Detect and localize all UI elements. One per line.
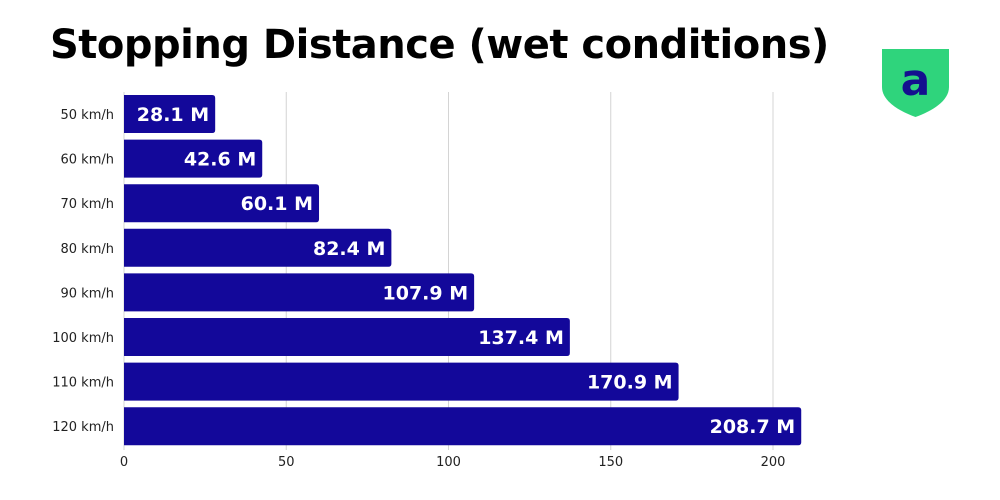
logo-letter: a bbox=[901, 55, 931, 106]
y-tick-label: 70 km/h bbox=[61, 197, 115, 212]
y-tick-label: 80 km/h bbox=[61, 242, 115, 257]
data-label: 28.1 M bbox=[137, 104, 209, 126]
data-label: 107.9 M bbox=[383, 282, 469, 304]
data-label: 137.4 M bbox=[478, 327, 564, 349]
y-tick-label: 50 km/h bbox=[61, 108, 115, 123]
chart-title: Stopping Distance (wet conditions) bbox=[50, 22, 829, 68]
bar bbox=[124, 95, 216, 133]
data-label: 42.6 M bbox=[184, 149, 256, 171]
y-tick-label: 60 km/h bbox=[61, 153, 115, 168]
x-tick-label: 100 bbox=[436, 455, 461, 470]
data-label: 82.4 M bbox=[313, 238, 385, 260]
data-label: 208.7 M bbox=[710, 416, 796, 438]
y-tick-label: 90 km/h bbox=[61, 286, 115, 301]
brand-logo: a bbox=[882, 49, 949, 117]
bar bbox=[124, 273, 475, 312]
bar bbox=[124, 407, 802, 446]
y-tick-label: 110 km/h bbox=[52, 376, 114, 391]
x-tick-label: 0 bbox=[120, 455, 128, 470]
bar bbox=[124, 139, 263, 178]
bar bbox=[124, 228, 392, 267]
data-label: 60.1 M bbox=[241, 193, 313, 215]
y-tick-label: 120 km/h bbox=[52, 420, 114, 435]
y-tick-label: 100 km/h bbox=[52, 331, 114, 346]
bar bbox=[124, 184, 320, 223]
bar bbox=[124, 362, 679, 401]
data-label: 170.9 M bbox=[587, 372, 673, 394]
x-tick-label: 200 bbox=[761, 455, 786, 470]
shield-icon bbox=[882, 49, 949, 117]
x-tick-label: 50 bbox=[278, 455, 295, 470]
x-tick-label: 150 bbox=[598, 455, 623, 470]
bar bbox=[124, 318, 570, 356]
